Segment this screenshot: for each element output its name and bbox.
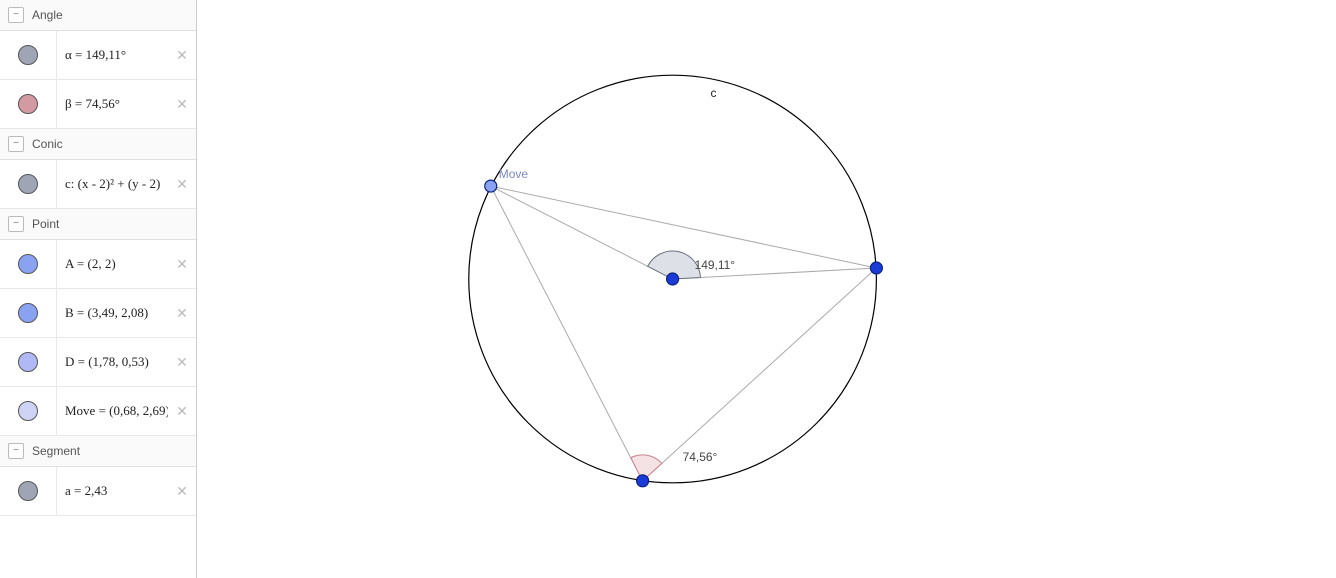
object-definition[interactable]: A = (2, 2)	[57, 256, 168, 272]
section-title: Angle	[32, 8, 63, 22]
collapse-icon[interactable]: −	[8, 443, 24, 459]
color-swatch	[18, 94, 38, 114]
collapse-icon[interactable]: −	[8, 216, 24, 232]
object-definition[interactable]: c: (x - 2)² + (y - 2)	[57, 176, 168, 192]
object-row-A[interactable]: A = (2, 2)✕	[0, 240, 196, 289]
angle-label-A: 149,11°	[695, 258, 736, 272]
object-definition[interactable]: Move = (0,68, 2,69)	[57, 403, 168, 419]
graphics-canvas[interactable]: c 149,11° 74,56° Move	[197, 0, 1336, 578]
object-row-beta[interactable]: β = 74,56°✕	[0, 80, 196, 129]
close-icon[interactable]: ✕	[168, 305, 196, 322]
visibility-toggle[interactable]	[0, 467, 57, 515]
object-row-alpha[interactable]: α = 149,11°✕	[0, 31, 196, 80]
object-definition[interactable]: B = (3,49, 2,08)	[57, 305, 168, 321]
color-swatch	[18, 352, 38, 372]
segment-D-B[interactable]	[643, 268, 877, 481]
object-row-D[interactable]: D = (1,78, 0,53)✕	[0, 338, 196, 387]
point-Move[interactable]	[485, 180, 497, 192]
object-row-a[interactable]: a = 2,43✕	[0, 467, 196, 516]
section-header-angle[interactable]: −Angle	[0, 0, 196, 31]
conic-label: c	[711, 86, 717, 100]
color-swatch	[18, 45, 38, 65]
section-title: Point	[32, 217, 59, 231]
angle-label-D: 74,56°	[683, 450, 718, 464]
visibility-toggle[interactable]	[0, 338, 57, 386]
visibility-toggle[interactable]	[0, 31, 57, 79]
collapse-icon[interactable]: −	[8, 7, 24, 23]
section-title: Conic	[32, 137, 63, 151]
object-definition[interactable]: D = (1,78, 0,53)	[57, 354, 168, 370]
point-B[interactable]	[870, 262, 882, 274]
color-swatch	[18, 481, 38, 501]
object-definition[interactable]: a = 2,43	[57, 483, 168, 499]
visibility-toggle[interactable]	[0, 289, 57, 337]
section-title: Segment	[32, 444, 80, 458]
close-icon[interactable]: ✕	[168, 354, 196, 371]
collapse-icon[interactable]: −	[8, 136, 24, 152]
color-swatch	[18, 174, 38, 194]
section-header-conic[interactable]: −Conic	[0, 129, 196, 160]
object-definition[interactable]: α = 149,11°	[57, 47, 168, 63]
color-swatch	[18, 254, 38, 274]
segment-A-Move[interactable]	[491, 186, 673, 279]
visibility-toggle[interactable]	[0, 80, 57, 128]
point-label-Move: Move	[499, 167, 529, 181]
object-definition[interactable]: β = 74,56°	[57, 96, 168, 112]
app: −Angleα = 149,11°✕β = 74,56°✕−Conicc: (x…	[0, 0, 1336, 578]
point-A[interactable]	[667, 273, 679, 285]
close-icon[interactable]: ✕	[168, 176, 196, 193]
object-row-c[interactable]: c: (x - 2)² + (y - 2)✕	[0, 160, 196, 209]
object-row-B[interactable]: B = (3,49, 2,08)✕	[0, 289, 196, 338]
close-icon[interactable]: ✕	[168, 256, 196, 273]
close-icon[interactable]: ✕	[168, 47, 196, 64]
close-icon[interactable]: ✕	[168, 483, 196, 500]
algebra-sidebar[interactable]: −Angleα = 149,11°✕β = 74,56°✕−Conicc: (x…	[0, 0, 197, 578]
section-header-segment[interactable]: −Segment	[0, 436, 196, 467]
segment-Move-D[interactable]	[491, 186, 643, 481]
color-swatch	[18, 401, 38, 421]
close-icon[interactable]: ✕	[168, 96, 196, 113]
section-header-point[interactable]: −Point	[0, 209, 196, 240]
visibility-toggle[interactable]	[0, 240, 57, 288]
visibility-toggle[interactable]	[0, 160, 57, 208]
object-row-Move[interactable]: Move = (0,68, 2,69)✕	[0, 387, 196, 436]
visibility-toggle[interactable]	[0, 387, 57, 435]
close-icon[interactable]: ✕	[168, 403, 196, 420]
color-swatch	[18, 303, 38, 323]
point-D[interactable]	[637, 475, 649, 487]
